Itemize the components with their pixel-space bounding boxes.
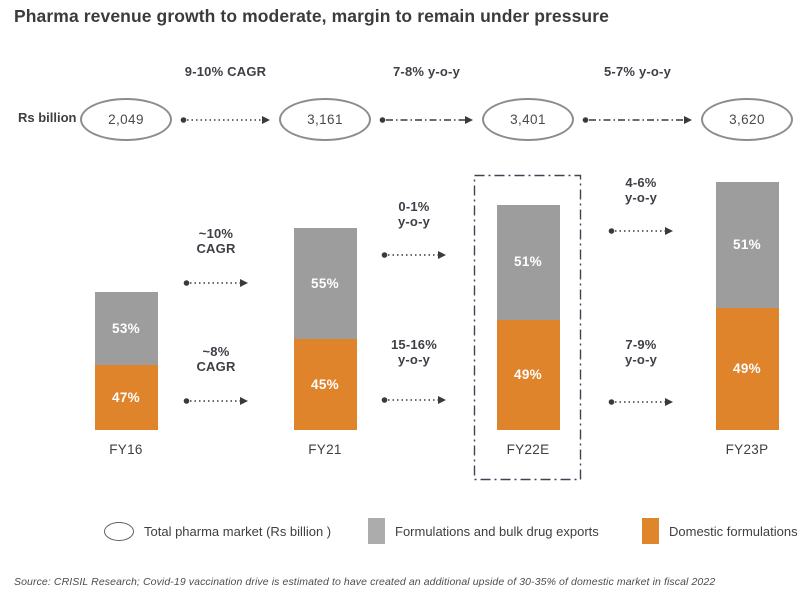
total-growth-label-2: 5-7% y-o-y [603,64,672,79]
bar-exports-FY16 [94,292,158,366]
exports-growth-arrow-1 [381,251,446,259]
ann-line: 0-1% [398,199,430,214]
domestic-growth-arrow-0 [183,397,248,405]
total-oval-FY23P: 3,620 [701,98,793,141]
exports-growth-label-0: ~10% CAGR [156,226,276,256]
total-market-oval-icon [104,521,134,541]
domestic-growth-arrow-1 [381,396,446,404]
category-label-FY23P: FY23P [725,442,769,457]
domestic-growth-arrow-2 [608,398,673,406]
pct-domestic-FY22E: 49% [514,366,542,382]
ann-line: y-o-y [624,352,658,367]
unit-label: Rs billion [18,110,77,125]
total-oval-FY21: 3,161 [279,98,371,141]
ann-line: y-o-y [397,214,431,229]
legend: Total pharma market (Rs billion ) Formula… [0,517,812,547]
ann-line: ~8% [202,344,230,359]
total-value-FY21: 3,161 [307,112,343,127]
bar-domestic-FY22E [496,319,560,430]
domestic-growth-label-1: 15-16% y-o-y [354,337,474,367]
bar-domestic-FY16 [94,365,158,430]
ann-line: y-o-y [397,352,431,367]
ann-line: CAGR [196,359,236,374]
ann-line: 15-16% [390,337,437,352]
exports-growth-label-1: 0-1% y-o-y [354,199,474,229]
pct-exports-FY21: 55% [311,275,339,291]
legend-swatch-icon-2 [642,518,659,544]
bar-domestic-FY23P [715,308,779,430]
ann-line: 4-6% [625,175,657,190]
legend-label-2: Domestic formulations [669,523,798,539]
domestic-growth-label-2: 7-9% y-o-y [581,337,701,367]
domestic-growth-label-0: ~8% CAGR [156,344,276,374]
bar-exports-FY23P [715,182,779,309]
legend-swatch-icon-1 [368,518,385,544]
total-growth-label-1: 7-8% y-o-y [392,64,461,79]
total-growth-arrow-0 [180,116,270,124]
pct-exports-FY22E: 51% [514,254,542,270]
total-oval-FY22E: 3,401 [482,98,574,141]
total-growth-arrow-1 [379,116,473,124]
total-growth-label-0: 9-10% CAGR [184,64,267,79]
legend-item-1: Formulations and bulk drug exports [368,517,599,545]
total-value-FY23P: 3,620 [729,112,765,127]
bar-domestic-FY21 [293,339,357,430]
pct-exports-FY23P: 51% [733,237,761,253]
pct-domestic-FY16: 47% [112,389,140,405]
source-note: Source: CRISIL Research; Covid-19 vaccin… [14,576,716,588]
total-value-FY22E: 3,401 [510,112,546,127]
category-label-FY16: FY16 [109,442,143,457]
ann-line: y-o-y [624,190,658,205]
ann-line: 7-9% [625,337,657,352]
pct-domestic-FY23P: 49% [733,361,761,377]
pct-domestic-FY21: 45% [311,376,339,392]
legend-label-0: Total pharma market (Rs billion ) [144,523,332,539]
legend-item-0: Total pharma market (Rs billion ) [104,517,331,545]
exports-growth-arrow-0 [183,279,248,287]
legend-item-2: Domestic formulations [642,517,798,545]
ann-line: CAGR [196,241,236,256]
chart-title: Pharma revenue growth to moderate, margi… [14,6,609,26]
category-label-FY22E: FY22E [506,442,550,457]
total-value-FY16: 2,049 [108,112,144,127]
total-oval-FY16: 2,049 [80,98,172,141]
bar-exports-FY22E [496,205,560,320]
total-growth-arrow-2 [582,116,692,124]
exports-growth-arrow-2 [608,227,673,235]
category-label-FY21: FY21 [308,442,342,457]
exports-growth-label-2: 4-6% y-o-y [581,175,701,205]
pct-exports-FY16: 53% [112,320,140,336]
ann-line: ~10% [198,226,234,241]
fy22e-highlight-box [473,174,582,481]
legend-label-1: Formulations and bulk drug exports [395,523,599,539]
bar-exports-FY21 [293,228,357,340]
